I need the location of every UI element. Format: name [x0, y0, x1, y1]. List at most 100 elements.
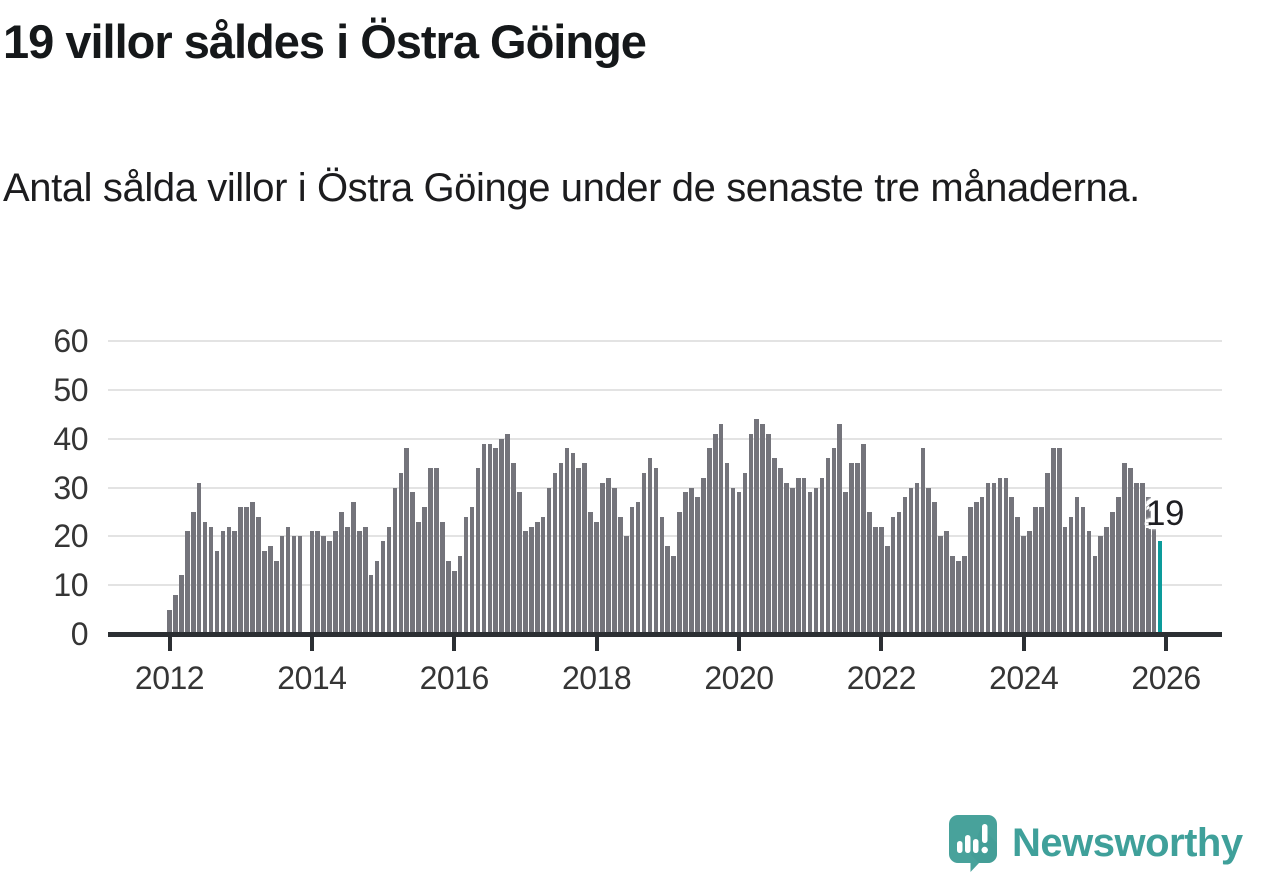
x-tick — [1164, 637, 1169, 651]
bar — [920, 448, 926, 634]
bar — [469, 507, 475, 634]
bar — [612, 487, 617, 634]
bar — [647, 458, 653, 634]
bar — [327, 541, 332, 634]
bar — [416, 521, 421, 634]
bar — [167, 609, 172, 634]
bar — [991, 482, 997, 634]
x-axis-line — [108, 632, 1222, 637]
bar — [748, 433, 754, 634]
bar — [232, 531, 238, 634]
bar — [582, 463, 587, 634]
x-tick-label: 2026 — [1131, 660, 1201, 696]
bar — [184, 531, 190, 634]
bar — [1033, 507, 1038, 634]
bar — [238, 507, 243, 634]
bar — [950, 555, 955, 634]
x-tick-label: 2022 — [846, 660, 917, 696]
chart-title: 19 villor såldes i Östra Göinge — [3, 15, 647, 68]
bar — [422, 507, 427, 634]
bar — [659, 516, 665, 634]
bar — [475, 467, 481, 634]
bar — [997, 477, 1003, 634]
bar — [1021, 536, 1026, 634]
bar — [1128, 467, 1133, 634]
bar — [297, 536, 303, 634]
bar — [641, 472, 647, 634]
x-tick-label: 2018 — [561, 660, 632, 696]
bar — [558, 463, 564, 634]
bar — [404, 448, 410, 634]
bar — [351, 502, 356, 634]
bar — [1092, 555, 1098, 634]
bar — [956, 560, 961, 634]
grid-line — [108, 535, 1222, 538]
bar — [701, 477, 706, 634]
bar — [600, 482, 605, 634]
x-tick-label: 2016 — [419, 660, 490, 696]
bar — [552, 472, 558, 634]
bar — [386, 526, 392, 634]
y-tick-label: 50 — [53, 371, 88, 408]
bar — [576, 467, 582, 634]
bar — [790, 487, 795, 634]
bar — [202, 521, 208, 634]
bar — [1051, 448, 1056, 634]
bar — [357, 531, 362, 634]
bar — [1068, 516, 1074, 634]
bar — [665, 546, 671, 634]
bar — [451, 570, 457, 634]
x-tick — [1021, 637, 1026, 651]
bar — [695, 497, 700, 634]
bar — [392, 487, 398, 634]
bar — [291, 536, 297, 634]
bar — [1086, 531, 1092, 634]
bar — [718, 424, 724, 634]
bar — [173, 594, 178, 634]
bar — [380, 541, 386, 634]
bar — [1139, 482, 1145, 634]
bar — [784, 482, 789, 634]
bar — [879, 526, 884, 634]
y-tick-label: 30 — [53, 469, 88, 506]
bar — [623, 536, 629, 634]
bar — [445, 560, 451, 634]
bar — [795, 477, 801, 634]
bar — [843, 492, 848, 634]
bar — [457, 555, 463, 634]
bar — [1134, 482, 1139, 634]
y-tick-label: 0 — [70, 616, 89, 652]
bar — [926, 487, 932, 634]
bar — [706, 448, 712, 634]
bar — [724, 463, 730, 634]
bar — [873, 526, 878, 634]
bar — [861, 443, 866, 634]
bar — [1074, 497, 1080, 634]
grid-line — [108, 437, 1222, 440]
bar — [606, 477, 611, 634]
bar — [339, 511, 344, 634]
bar — [517, 492, 522, 634]
bar — [368, 575, 374, 634]
bar — [1039, 507, 1044, 634]
last-value-label: 19 — [1146, 494, 1184, 533]
x-tick — [452, 637, 457, 651]
bar — [309, 531, 315, 634]
bar — [523, 531, 528, 634]
bar — [279, 536, 285, 634]
chart-subtitle: Antal sålda villor i Östra Göinge under … — [3, 166, 1140, 210]
bar — [220, 531, 226, 634]
bar — [902, 497, 908, 634]
bar — [493, 448, 499, 634]
bar — [1151, 502, 1157, 634]
bar — [653, 467, 659, 634]
bar — [677, 511, 682, 634]
bar — [849, 463, 854, 634]
bar — [837, 424, 843, 634]
bar — [594, 521, 599, 634]
bar — [689, 487, 694, 634]
bar — [778, 467, 783, 634]
bar — [588, 511, 593, 634]
y-tick-label: 40 — [53, 420, 88, 457]
